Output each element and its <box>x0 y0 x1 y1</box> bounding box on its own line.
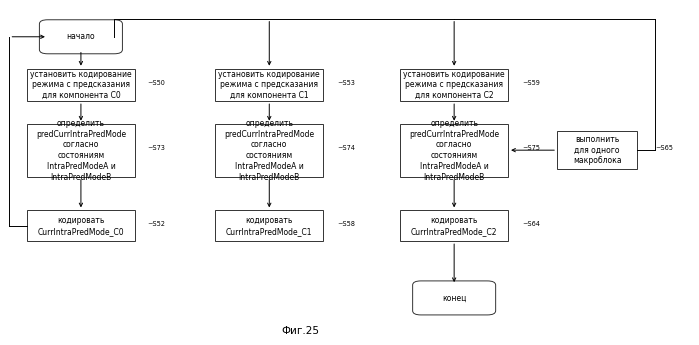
FancyBboxPatch shape <box>400 69 508 101</box>
FancyBboxPatch shape <box>412 281 496 315</box>
Text: Фиг.25: Фиг.25 <box>282 326 319 336</box>
FancyBboxPatch shape <box>215 210 324 241</box>
FancyBboxPatch shape <box>400 124 508 177</box>
Text: установить кодирование
режима с предсказания
для компонента C2: установить кодирование режима с предсказ… <box>403 70 505 100</box>
FancyBboxPatch shape <box>400 210 508 241</box>
Text: ~S59: ~S59 <box>523 80 540 86</box>
Text: определить
predCurrIntraPredMode
согласно
состояниям
IntraPredModeA и
IntraPredM: определить predCurrIntraPredMode согласн… <box>409 119 499 181</box>
FancyBboxPatch shape <box>557 131 637 169</box>
Text: ~S64: ~S64 <box>523 221 540 227</box>
Text: установить кодирование
режима с предсказания
для компонента C0: установить кодирование режима с предсказ… <box>30 70 131 100</box>
Text: кодировать
CurrIntraPredMode_C2: кодировать CurrIntraPredMode_C2 <box>411 216 498 236</box>
Text: определить
predCurrIntraPredMode
согласно
состояниям
IntraPredModeA и
IntraPredM: определить predCurrIntraPredMode согласн… <box>224 119 315 181</box>
FancyBboxPatch shape <box>39 20 122 54</box>
Text: ~S74: ~S74 <box>338 146 356 151</box>
Text: ~S53: ~S53 <box>338 80 356 86</box>
Text: кодировать
CurrIntraPredMode_C0: кодировать CurrIntraPredMode_C0 <box>38 216 124 236</box>
Text: ~S58: ~S58 <box>338 221 356 227</box>
Text: ~S65: ~S65 <box>655 146 673 151</box>
Text: определить
predCurrIntraPredMode
согласно
состояниям
IntraPredModeA и
IntraPredM: определить predCurrIntraPredMode согласн… <box>36 119 126 181</box>
FancyBboxPatch shape <box>215 124 324 177</box>
Text: кодировать
CurrIntraPredMode_C1: кодировать CurrIntraPredMode_C1 <box>226 216 312 236</box>
Text: начало: начало <box>66 32 95 41</box>
Text: ~S75: ~S75 <box>523 146 540 151</box>
FancyBboxPatch shape <box>27 69 135 101</box>
FancyBboxPatch shape <box>27 210 135 241</box>
Text: выполнить
для одного
макроблока: выполнить для одного макроблока <box>573 135 621 165</box>
Text: ~S52: ~S52 <box>147 221 165 227</box>
Text: ~S50: ~S50 <box>147 80 165 86</box>
Text: установить кодирование
режима с предсказания
для компонента C1: установить кодирование режима с предсказ… <box>219 70 320 100</box>
FancyBboxPatch shape <box>27 124 135 177</box>
FancyBboxPatch shape <box>215 69 324 101</box>
Text: конец: конец <box>442 293 466 303</box>
Text: ~S73: ~S73 <box>147 146 165 151</box>
